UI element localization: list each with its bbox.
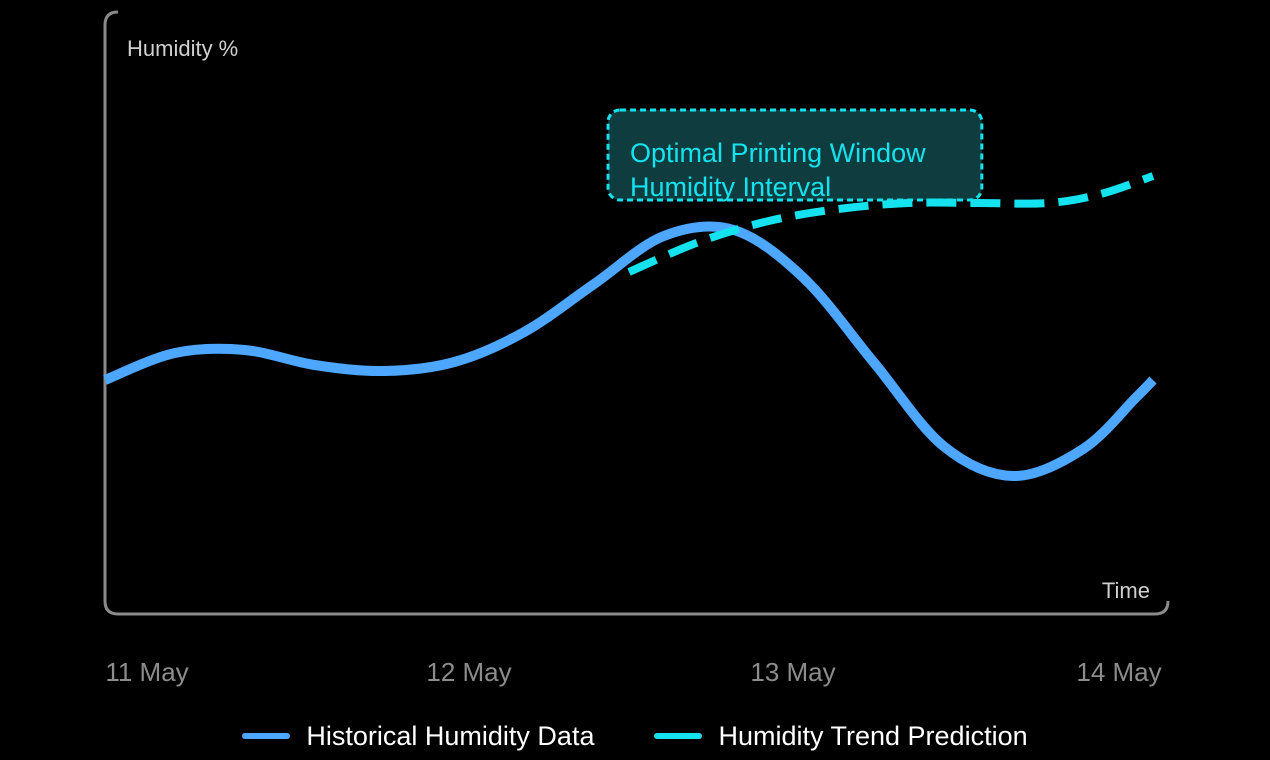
x-tick-label: 11 May: [105, 657, 188, 687]
annotation-text: Humidity Interval: [630, 172, 831, 202]
x-tick-label: 12 May: [426, 657, 511, 687]
legend-swatch-historical: [242, 733, 291, 739]
annotation-text: Optimal Printing Window: [630, 138, 926, 168]
axis-frame: [103, 10, 1170, 616]
legend-item-prediction[interactable]: Humidity Trend Prediction: [654, 720, 1028, 752]
legend-label-historical: Historical Humidity Data: [306, 720, 595, 751]
series-line-historical: [103, 221, 1157, 482]
annotation-layer: Optimal Printing Window Humidity Interval: [606, 108, 984, 202]
y-axis-label: Humidity %: [127, 36, 238, 61]
legend-item-historical[interactable]: Historical Humidity Data: [242, 721, 594, 752]
legend-label-prediction: Humidity Trend Prediction: [718, 720, 1028, 751]
x-tick-label: 14 May: [1076, 657, 1161, 687]
chart-svg: Humidity % Time 11 May 12 May 13 May 14 May…: [103, 10, 1170, 687]
series-line-prediction: [627, 172, 1155, 276]
annotation-box: [606, 108, 984, 202]
x-tick-labels: 11 May 12 May 13 May 14 May: [105, 657, 1161, 687]
x-tick-label: 13 May: [750, 657, 835, 687]
series-layer: [103, 221, 1157, 482]
legend-swatch-prediction: [654, 733, 703, 739]
legend: Historical Humidity Data Humidity Trend …: [0, 712, 1270, 760]
x-axis-label: Time: [1102, 578, 1150, 603]
